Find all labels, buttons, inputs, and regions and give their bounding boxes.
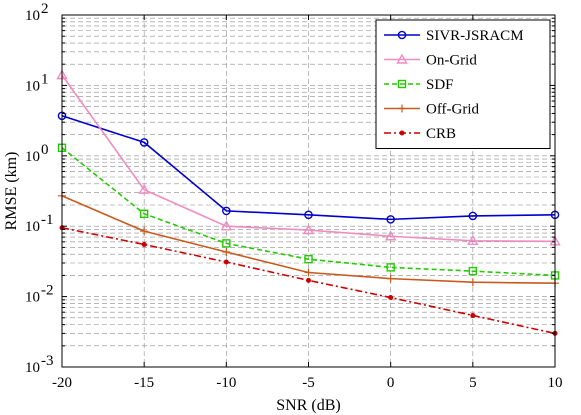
- point-sdf-marker: [468, 266, 478, 276]
- legend-crb-marker: [399, 130, 405, 136]
- legend-label-on-grid: On-Grid: [426, 53, 477, 69]
- y-tick-exponent: 2: [41, 1, 49, 17]
- point-sdf-marker: [304, 254, 313, 264]
- legend-label-sdf: SDF: [426, 77, 454, 93]
- y-tick-label: 10: [25, 8, 40, 24]
- y-tick-exponent: -2: [41, 283, 54, 299]
- x-tick-label: 10: [548, 375, 563, 391]
- series-layer: [56, 69, 561, 336]
- point-sivr-jsracm-marker: [304, 210, 313, 220]
- x-tick-label: 0: [387, 375, 395, 391]
- legend-label-off-grid: Off-Grid: [426, 102, 480, 118]
- point-crb-marker: [306, 277, 311, 283]
- y-tick-label: 10: [25, 149, 40, 165]
- point-on-grid-marker: [384, 230, 397, 241]
- point-off-grid-marker: [386, 274, 395, 283]
- y-tick-exponent: -3: [41, 353, 54, 369]
- x-tick-label: -10: [216, 375, 236, 391]
- series-line-sdf: [61, 147, 556, 277]
- point-on-grid-marker: [467, 234, 479, 246]
- y-tick-label: 10: [25, 360, 40, 376]
- y-tick-label: 10: [25, 219, 40, 235]
- series-line-sivr-jsracm: [61, 115, 556, 221]
- point-sivr-jsracm-marker: [386, 215, 395, 224]
- point-on-grid-marker: [220, 220, 233, 231]
- y-tick-exponent: 1: [41, 71, 49, 87]
- point-off-grid-marker: [304, 268, 313, 277]
- point-crb-marker: [141, 241, 147, 247]
- y-tick-label: 10: [25, 78, 40, 94]
- legend: SIVR-JSRACM On-Grid SDF Off-Grid CRB: [375, 19, 551, 149]
- point-off-grid-marker: [468, 278, 477, 287]
- x-tick-label: -5: [302, 375, 315, 391]
- x-tick-label: -20: [52, 375, 72, 391]
- point-crb-marker: [470, 312, 476, 318]
- x-tick-label: -15: [134, 375, 154, 391]
- y-tick-label: 10: [25, 290, 40, 306]
- point-off-grid-marker: [140, 227, 149, 236]
- x-axis-title: SNR (dB): [276, 397, 340, 414]
- point-on-grid-marker: [302, 224, 315, 235]
- point-sdf-marker: [386, 263, 395, 272]
- legend-label-crb: CRB: [426, 126, 456, 142]
- legend-label-sivr-jsracm: SIVR-JSRACM: [426, 28, 524, 44]
- y-tick-exponent: 0: [41, 142, 49, 158]
- legend-on-grid-marker: [396, 53, 408, 64]
- point-sivr-jsracm-marker: [139, 138, 149, 147]
- point-sivr-jsracm-marker: [222, 206, 231, 216]
- point-sivr-jsracm-marker: [468, 211, 478, 221]
- legend-off-grid-marker: [398, 104, 406, 113]
- tick-marks: [61, 14, 556, 368]
- point-crb-marker: [223, 259, 229, 265]
- point-crb-marker: [388, 295, 394, 301]
- x-tick-labels: -20 -15 -10 -5 0 5 10: [52, 375, 563, 391]
- legend-sivr-jsracm-marker: [397, 30, 407, 40]
- point-sdf-marker: [222, 239, 231, 248]
- point-sdf-marker: [139, 209, 149, 219]
- y-tick-exponent: -1: [41, 212, 54, 228]
- point-off-grid-marker: [222, 248, 231, 257]
- point-on-grid-marker: [138, 183, 150, 194]
- x-tick-label: 5: [469, 375, 477, 391]
- series-line-on-grid: [61, 74, 556, 243]
- y-axis-title: RMSE (km): [3, 152, 20, 231]
- legend-sdf-marker: [397, 79, 407, 89]
